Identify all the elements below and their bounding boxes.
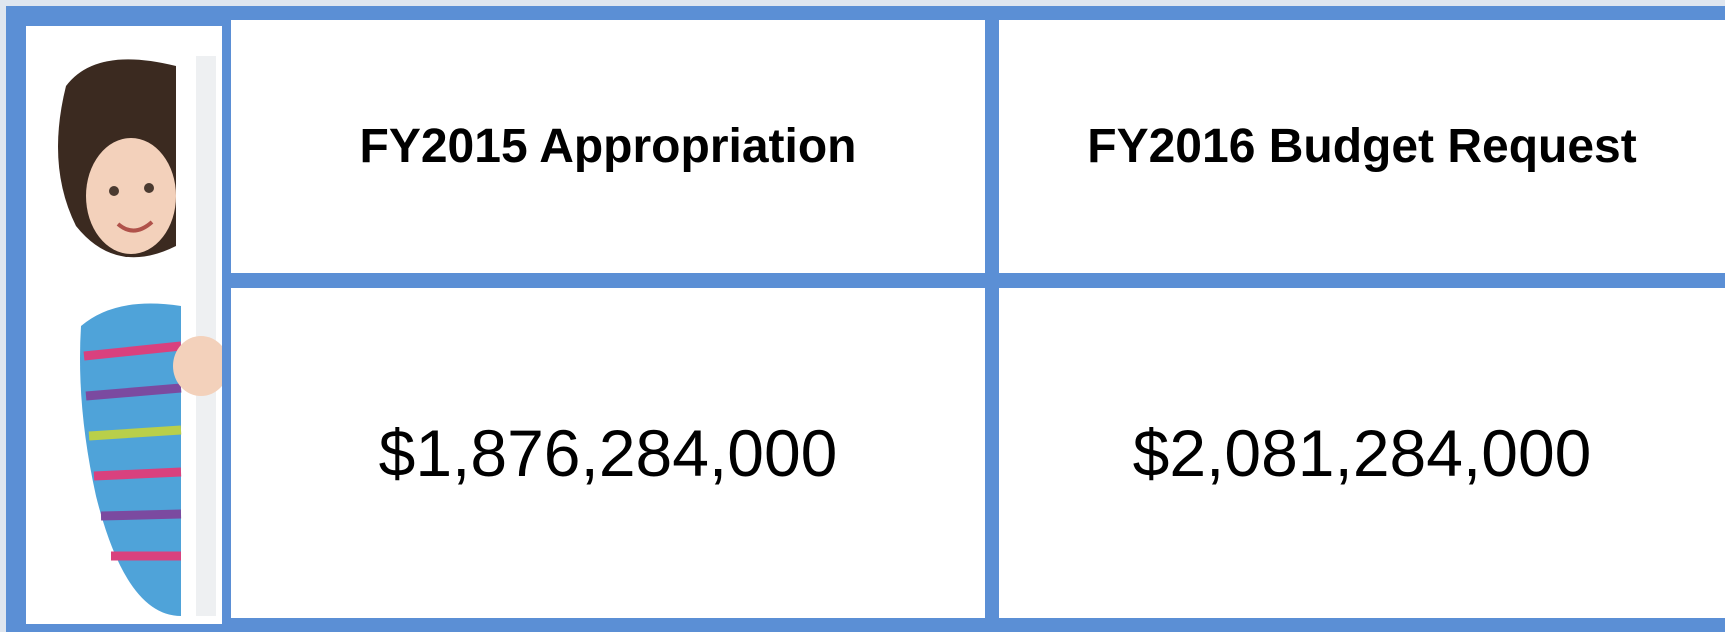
table-frame: FY2015 Appropriation FY2016 Budget Reque… <box>6 6 1725 632</box>
value-cell: $1,876,284,000 <box>231 288 985 618</box>
value-cell: $2,081,284,000 <box>999 288 1725 618</box>
child-photo <box>26 26 229 624</box>
header-cell: FY2015 Appropriation <box>231 20 985 273</box>
header-cell: FY2016 Budget Request <box>999 20 1725 273</box>
child-illustration <box>58 56 229 616</box>
